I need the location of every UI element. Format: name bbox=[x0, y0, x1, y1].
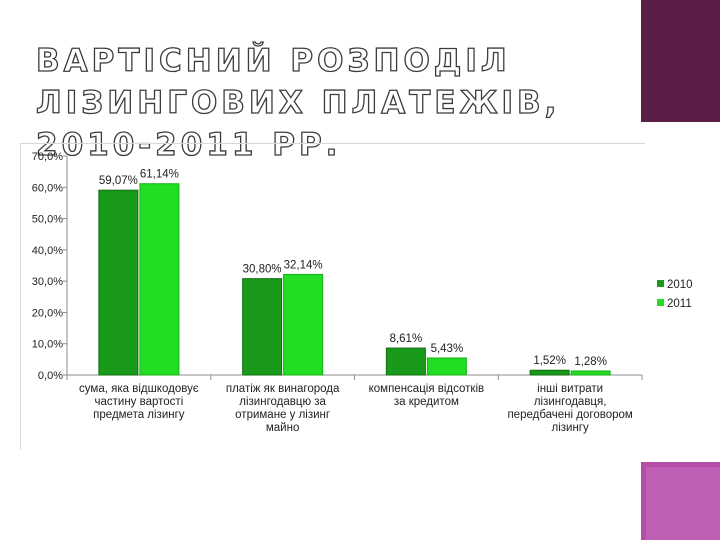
data-label-2010: 59,07% bbox=[99, 175, 138, 187]
chart-category-labels: сума, яка відшкодовує частину вартості пре… bbox=[79, 383, 633, 434]
chart-frame bbox=[20, 143, 645, 450]
bar-2011 bbox=[283, 273, 324, 376]
category-label: інші витрати лізингодавця, передбачені дог… bbox=[507, 383, 632, 434]
y-tick-label: 50,0% bbox=[32, 214, 63, 226]
category-label: сума, яка відшкодовує частину вартості пре… bbox=[79, 383, 199, 421]
category-label-line: лізингодавця, bbox=[534, 396, 607, 408]
bar-2011 bbox=[139, 183, 180, 376]
decorative-corner-top bbox=[641, 0, 720, 122]
category-label-line: лізингодавцю за bbox=[239, 396, 326, 408]
page-title: ВАРТІСНИЙ РОЗПОДІЛ ЛІЗИНГОВИХ ПЛАТЕЖІВ, … bbox=[35, 42, 561, 163]
legend-swatch-2010 bbox=[657, 280, 664, 287]
bar-2011 bbox=[570, 370, 611, 376]
data-label-2011: 61,14% bbox=[140, 169, 179, 181]
category-label-line: лізингу bbox=[551, 422, 589, 434]
bar-2011 bbox=[426, 357, 467, 376]
data-label-2011: 5,43% bbox=[431, 343, 464, 355]
category-label-line: компенсація відсотків bbox=[369, 383, 485, 395]
category-label-line: предмета лізингу bbox=[93, 409, 185, 421]
chart-data-labels: 59,07%61,14% 30,80% 32,14% 8,61% 5,43% 1,52% 1… bbox=[99, 169, 607, 368]
category-label: платіж як винагорода лізингодавцю за отрим… bbox=[226, 383, 340, 434]
data-label-2011: 32,14% bbox=[284, 259, 323, 271]
data-label-2010: 8,61% bbox=[390, 333, 423, 345]
bar-2010 bbox=[242, 278, 283, 376]
category-label-line: за кредитом bbox=[394, 396, 459, 408]
category-label-line: передбачені договором bbox=[507, 409, 632, 421]
y-tick-label: 10,0% bbox=[32, 339, 63, 351]
legend-swatch-2011 bbox=[657, 299, 664, 306]
chart-legend: 2010 2011 bbox=[657, 279, 693, 310]
category-label: компенсація відсотків за кредитом bbox=[369, 383, 485, 408]
legend-label-2011: 2011 bbox=[667, 298, 692, 310]
legend-label-2010: 2010 bbox=[667, 279, 693, 291]
y-tick-label: 40,0% bbox=[32, 245, 63, 257]
y-tick-label: 70,0% bbox=[32, 151, 63, 163]
category-label-line: сума, яка відшкодовує bbox=[79, 383, 199, 395]
category-label-line: платіж як винагорода bbox=[226, 383, 340, 395]
y-tick-label: 20,0% bbox=[32, 307, 63, 319]
category-label-line: інші витрати bbox=[537, 383, 603, 395]
data-label-2010: 30,80% bbox=[243, 264, 282, 276]
y-tick-label: 60,0% bbox=[32, 182, 63, 194]
decorative-corner-bottom-inner bbox=[646, 467, 720, 540]
data-label-2010: 1,52% bbox=[533, 355, 566, 367]
bar-2010 bbox=[529, 369, 570, 376]
chart-bars bbox=[98, 183, 611, 376]
bar-2010 bbox=[385, 347, 426, 376]
category-label-line: майно bbox=[266, 422, 299, 434]
bar-2010 bbox=[98, 189, 139, 376]
data-label-2011: 1,28% bbox=[574, 356, 607, 368]
y-tick-label: 30,0% bbox=[32, 276, 63, 288]
category-label-line: отримане у лізинг bbox=[235, 409, 330, 421]
category-label-line: частину вартості bbox=[95, 396, 184, 408]
y-tick-label: 0,0% bbox=[38, 370, 63, 382]
